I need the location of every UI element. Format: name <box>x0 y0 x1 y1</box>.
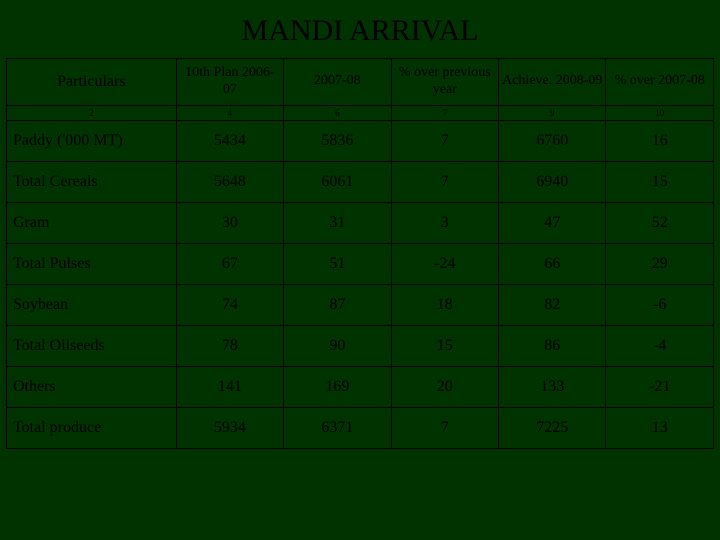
cell-value: 20 <box>391 366 498 407</box>
cell-value: 169 <box>284 366 391 407</box>
cell-value: 29 <box>606 243 714 284</box>
cell-particulars: Soybean <box>7 284 177 325</box>
cell-value: -21 <box>606 366 714 407</box>
table-subheader-row: 2 4 6 7 9 10 <box>7 105 714 120</box>
cell-value: 51 <box>284 243 391 284</box>
table-row: Total Oilseeds 78 90 15 86 -4 <box>7 325 714 366</box>
cell-value: 74 <box>176 284 283 325</box>
cell-value: 52 <box>606 202 714 243</box>
cell-value: 15 <box>606 161 714 202</box>
cell-value: 82 <box>499 284 606 325</box>
table-row: Total Pulses 67 51 -24 66 29 <box>7 243 714 284</box>
cell-value: 87 <box>284 284 391 325</box>
mandi-arrival-table: Particulars 10th Plan 2006-07 2007-08 % … <box>6 58 714 449</box>
cell-value: 78 <box>176 325 283 366</box>
cell-value: 141 <box>176 366 283 407</box>
cell-value: 30 <box>176 202 283 243</box>
subheader-cell: 6 <box>284 105 391 120</box>
cell-value: 16 <box>606 120 714 161</box>
cell-particulars: Total Cereals <box>7 161 177 202</box>
cell-value: 15 <box>391 325 498 366</box>
cell-value: 18 <box>391 284 498 325</box>
col-header-2007-08: 2007-08 <box>284 59 391 106</box>
page-title: MANDI ARRIVAL <box>0 0 720 58</box>
cell-value: 5648 <box>176 161 283 202</box>
col-header-particulars: Particulars <box>7 59 177 106</box>
table-header-row: Particulars 10th Plan 2006-07 2007-08 % … <box>7 59 714 106</box>
cell-value: 31 <box>284 202 391 243</box>
cell-particulars: Total Pulses <box>7 243 177 284</box>
cell-value: 13 <box>606 407 714 448</box>
cell-value: 5434 <box>176 120 283 161</box>
cell-value: 133 <box>499 366 606 407</box>
cell-value: 5836 <box>284 120 391 161</box>
cell-particulars: Others <box>7 366 177 407</box>
cell-particulars: Total Oilseeds <box>7 325 177 366</box>
cell-value: 6061 <box>284 161 391 202</box>
cell-value: 67 <box>176 243 283 284</box>
cell-value: 90 <box>284 325 391 366</box>
cell-value: 3 <box>391 202 498 243</box>
subheader-cell: 7 <box>391 105 498 120</box>
cell-value: 66 <box>499 243 606 284</box>
cell-particulars: Total produce <box>7 407 177 448</box>
cell-value: 47 <box>499 202 606 243</box>
subheader-cell: 9 <box>499 105 606 120</box>
table-row: Gram 30 31 3 47 52 <box>7 202 714 243</box>
col-header-achieve: Achieve. 2008-09 <box>499 59 606 106</box>
table-row: Others 141 169 20 133 -21 <box>7 366 714 407</box>
cell-value: 7225 <box>499 407 606 448</box>
cell-value: 7 <box>391 407 498 448</box>
cell-value: 86 <box>499 325 606 366</box>
subheader-cell: 10 <box>606 105 714 120</box>
cell-value: -6 <box>606 284 714 325</box>
table-row: Soybean 74 87 18 82 -6 <box>7 284 714 325</box>
subheader-cell: 4 <box>176 105 283 120</box>
col-header-pct-prev: % over previous year <box>391 59 498 106</box>
cell-value: 6371 <box>284 407 391 448</box>
cell-value: 6940 <box>499 161 606 202</box>
cell-particulars: Paddy ('000 MT) <box>7 120 177 161</box>
col-header-pct-0708: % over 2007-08 <box>606 59 714 106</box>
cell-value: -4 <box>606 325 714 366</box>
cell-value: 7 <box>391 120 498 161</box>
cell-value: 6760 <box>499 120 606 161</box>
cell-value: -24 <box>391 243 498 284</box>
subheader-cell: 2 <box>7 105 177 120</box>
table-body: Paddy ('000 MT) 5434 5836 7 6760 16 Tota… <box>7 120 714 448</box>
cell-value: 5934 <box>176 407 283 448</box>
table-row: Paddy ('000 MT) 5434 5836 7 6760 16 <box>7 120 714 161</box>
col-header-plan: 10th Plan 2006-07 <box>176 59 283 106</box>
table-container: Particulars 10th Plan 2006-07 2007-08 % … <box>0 58 720 455</box>
table-row: Total Cereals 5648 6061 7 6940 15 <box>7 161 714 202</box>
cell-particulars: Gram <box>7 202 177 243</box>
table-row: Total produce 5934 6371 7 7225 13 <box>7 407 714 448</box>
cell-value: 7 <box>391 161 498 202</box>
